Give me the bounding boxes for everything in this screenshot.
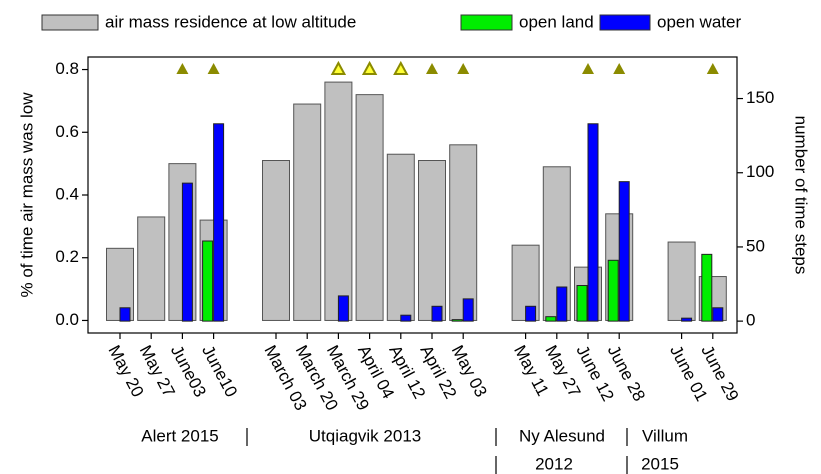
y2-tick-label: 0: [746, 311, 755, 330]
group-label: 2015: [641, 454, 679, 473]
gray-bar: [386, 153, 415, 321]
gray-bar: [418, 160, 446, 321]
legend-swatch: [460, 14, 513, 31]
group-label: Alert 2015: [141, 426, 219, 445]
gray-bar: [324, 81, 353, 321]
marker-open: [393, 60, 409, 75]
marker-filled: [457, 63, 470, 74]
group-label: Villum: [642, 426, 688, 445]
bar: [618, 181, 630, 322]
marker-open: [361, 60, 378, 75]
marker-open: [330, 60, 347, 75]
bar: [462, 298, 474, 322]
gray-bar: [293, 103, 322, 321]
marker-filled: [426, 63, 438, 74]
gray-bar: [137, 216, 166, 321]
group-label: 2012: [535, 454, 573, 473]
marker-filled: [706, 63, 719, 74]
y2-tick-label: 50: [746, 236, 765, 255]
y2-tick-label: 150: [746, 88, 774, 107]
group-label: Ny Alesund: [519, 426, 605, 445]
bar: [587, 123, 599, 322]
group-separators: [246, 428, 628, 474]
bar: [681, 317, 693, 322]
bar: [181, 182, 193, 322]
bar: [451, 319, 463, 322]
bar: [213, 123, 225, 322]
gray-bar: [667, 241, 696, 321]
bar: [431, 305, 443, 322]
gray-bar: [262, 160, 290, 321]
legend-label: open water: [657, 12, 741, 31]
bar: [545, 316, 557, 322]
bar: [607, 259, 619, 322]
bar: [400, 314, 412, 322]
bar: [119, 307, 131, 322]
bar: [701, 253, 713, 322]
marker-filled: [176, 63, 189, 74]
group-label: Utqiagvik 2013: [309, 426, 421, 445]
y2-tick-label: 100: [746, 162, 774, 181]
marker-filled: [207, 63, 220, 74]
y-axis-label: % of time air mass was low: [17, 92, 36, 298]
y-tick-label: 0.6: [55, 122, 79, 141]
bar: [576, 285, 588, 322]
legend-swatch: [41, 14, 99, 31]
legend-label: air mass residence at low altitude: [105, 12, 356, 31]
y-tick-label: 0.0: [55, 310, 79, 329]
y-tick-label: 0.8: [55, 59, 79, 78]
bar: [712, 307, 724, 322]
y-tick-label: 0.4: [55, 184, 79, 203]
marker-filled: [613, 63, 626, 74]
marker-filled: [582, 63, 594, 74]
gray-bar: [355, 94, 384, 321]
y-tick-label: 0.2: [55, 247, 79, 266]
gray-bar: [449, 144, 478, 321]
bar: [337, 295, 349, 322]
bar: [556, 286, 568, 322]
bar: [202, 240, 214, 322]
y2-axis-label: number of time steps: [792, 116, 811, 275]
legend-swatch: [599, 14, 651, 31]
legend-label: open land: [519, 12, 594, 31]
bar: [525, 305, 537, 322]
